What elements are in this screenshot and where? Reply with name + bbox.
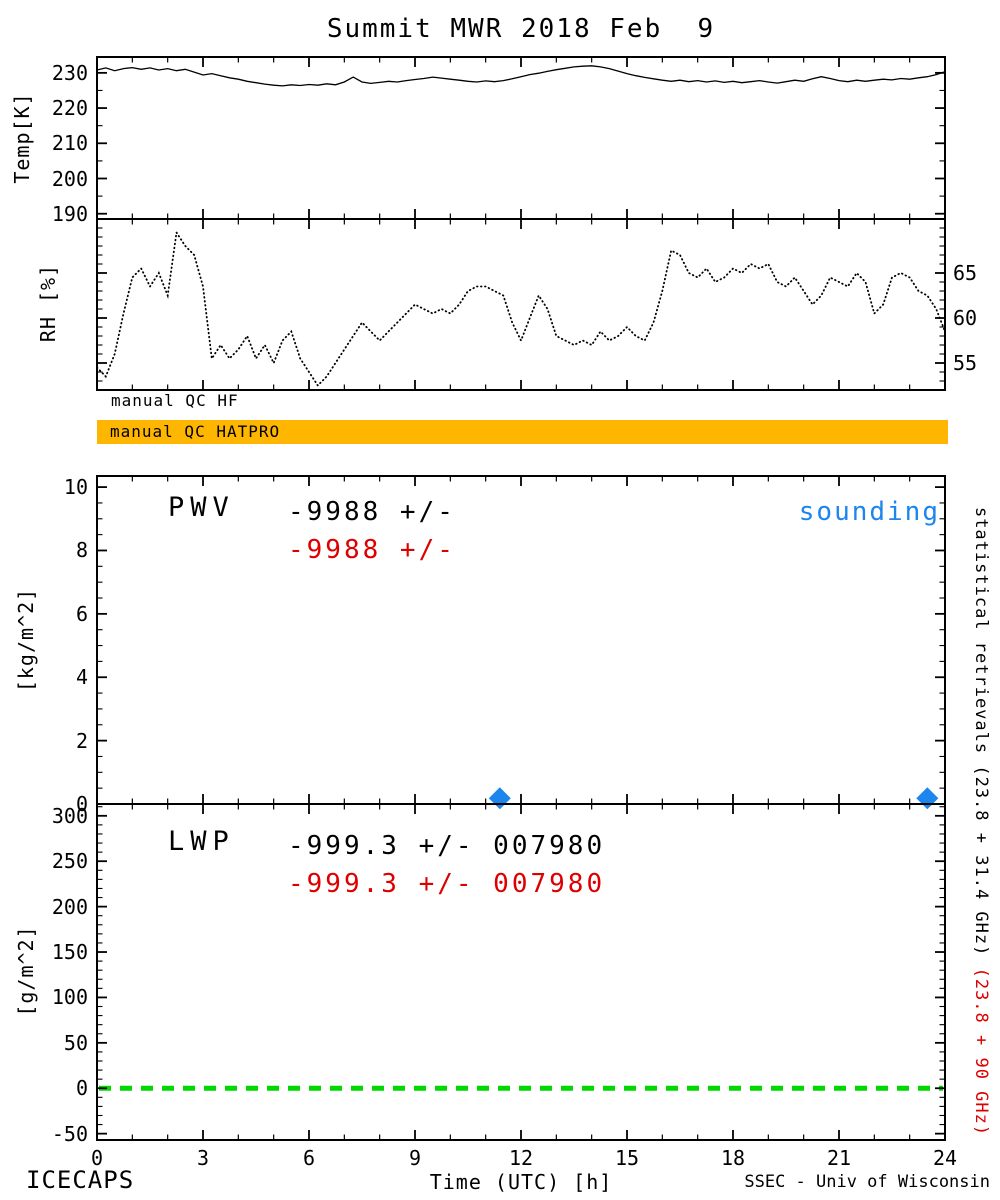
x-tick-label: 3 xyxy=(196,1146,210,1170)
footer-right: SSEC - Univ of Wisconsin xyxy=(744,1172,990,1192)
x-tick-label: 24 xyxy=(932,1146,958,1170)
footer-left: ICECAPS xyxy=(26,1166,135,1194)
lwp-panel-tag: LWP xyxy=(168,826,235,857)
x-tick-label: 9 xyxy=(408,1146,422,1170)
x-tick-label: 6 xyxy=(302,1146,316,1170)
lwp-ytick-label: 250 xyxy=(51,849,88,874)
lwp-ytick-label: 100 xyxy=(51,985,88,1010)
pwv-ytick-label: 2 xyxy=(75,728,88,753)
pwv-value-black: -9988 +/- xyxy=(288,497,456,527)
temperature-ytick-label: 210 xyxy=(51,131,88,156)
lwp-ytick-label: 50 xyxy=(63,1030,88,1055)
rh-ytick-label: 55 xyxy=(953,351,978,375)
right-axis-caption: statistical retrievals (23.8 + 31.4 GHz)… xyxy=(951,462,1000,1136)
x-axis-label: Time (UTC) [h] xyxy=(429,1170,613,1194)
temperature-ytick-label: 190 xyxy=(51,201,88,226)
lwp-value-black: -999.3 +/- 007980 xyxy=(288,831,606,861)
lwp-ytick-label: 0 xyxy=(75,1076,88,1101)
pwv-ytick-label: 6 xyxy=(75,601,88,626)
x-tick-label: 15 xyxy=(614,1146,640,1170)
pwv-value-red: -9988 +/- xyxy=(288,535,456,565)
x-tick-label: 12 xyxy=(508,1146,534,1170)
sounding-legend-label: sounding xyxy=(798,497,940,527)
temperature-ytick-label: 230 xyxy=(51,60,88,85)
rh-axis-label: RH [%] xyxy=(36,263,60,343)
lwp-ytick-label: 300 xyxy=(51,803,88,828)
temperature-panel-box xyxy=(96,56,946,220)
pwv-ytick-label: 8 xyxy=(75,538,88,563)
rh-ytick-label: 60 xyxy=(953,306,978,330)
right-caption-black: statistical retrievals (23.8 + 31.4 GHz) xyxy=(971,506,991,968)
chart-title: Summit MWR 2018 Feb 9 xyxy=(326,14,716,44)
pwv-panel-tag: PWV xyxy=(168,492,235,523)
right-caption-red: (23.8 + 90 GHz) xyxy=(971,967,991,1137)
rh-panel-box xyxy=(96,218,946,391)
sounding-marker xyxy=(488,787,511,810)
temperature-curve xyxy=(96,65,946,87)
temperature-ytick-label: 220 xyxy=(51,96,88,121)
x-tick-label: 0 xyxy=(90,1146,104,1170)
temperature-ytick-label: 200 xyxy=(51,166,88,191)
x-tick-label: 21 xyxy=(826,1146,852,1170)
qc-hatpro-label: manual QC HATPRO xyxy=(110,422,281,441)
qc-hatpro-bar: manual QC HATPRO xyxy=(97,420,948,444)
lwp-panel-box xyxy=(96,803,946,1141)
qc-hf-label: manual QC HF xyxy=(111,391,239,410)
rh-curve xyxy=(96,229,946,387)
x-tick-label: 18 xyxy=(720,1146,746,1170)
lwp-value-red: -999.3 +/- 007980 xyxy=(288,869,606,899)
rh-ytick-label: 65 xyxy=(953,261,978,285)
pwv-ytick-label: 0 xyxy=(75,792,88,816)
sounding-marker xyxy=(916,787,939,810)
pwv-ytick-label: 4 xyxy=(75,665,88,690)
pwv-ytick-label: 10 xyxy=(63,475,88,500)
lwp-ytick-label: 200 xyxy=(51,894,88,919)
lwp-ytick-label: -50 xyxy=(51,1121,88,1146)
lwp-ytick-label: 150 xyxy=(51,940,88,965)
